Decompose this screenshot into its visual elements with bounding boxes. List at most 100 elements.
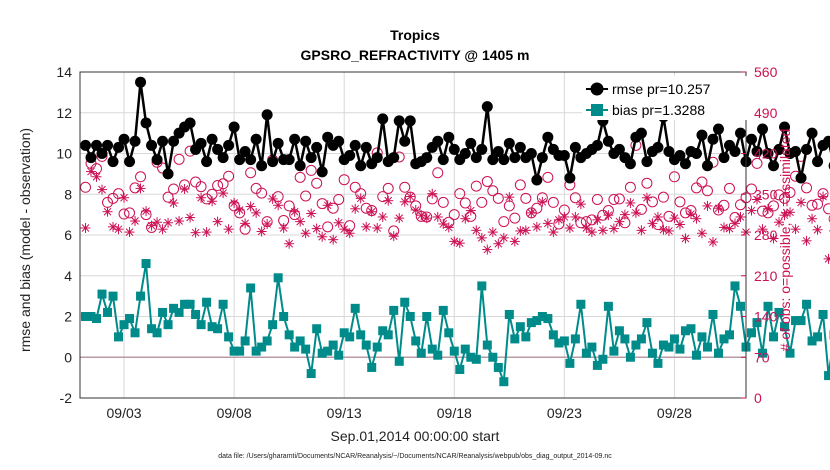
assimilated-obs-point [91,171,102,182]
assimilated-star-stroke [566,224,574,232]
assimilated-obs-point [135,183,146,194]
assimilated-star-stroke [466,206,475,215]
assimilated-star-stroke [736,213,745,221]
assimilated-obs-point [163,217,174,228]
bias-point [620,334,630,344]
rmse-point [795,172,807,184]
assimilated-star-stroke [632,209,640,217]
assimilated-star-stroke [747,206,756,215]
assimilated-obs-point [273,200,284,211]
assimilated-obs-point [190,227,201,238]
assimilated-star-stroke [643,193,651,202]
possible-obs-point [696,176,708,188]
possible-obs-point [487,185,499,197]
bias-point [207,322,217,332]
bias-point [477,281,487,291]
possible-obs-point [360,202,372,214]
x-tick-label: 09/13 [327,405,362,421]
bias-point [251,346,261,356]
assimilated-obs-point [531,221,542,232]
bias-point [603,301,613,311]
legend-bias-marker [591,104,603,116]
possible-obs-point [333,193,345,205]
assimilated-star-stroke [378,213,387,221]
rmse-point [261,109,273,121]
assimilated-star-stroke [681,234,690,243]
assimilated-obs-point [328,234,339,245]
x-tick-label: 09/03 [107,405,142,421]
bias-point [769,332,779,342]
bias-point [158,307,168,317]
rmse-point [212,143,224,155]
possible-obs-point [470,180,482,192]
y-left-tick-label: 6 [64,227,72,243]
rmse-point [256,160,268,172]
assimilated-obs-point [97,184,108,195]
bias-point [97,289,107,299]
rmse-point [542,131,554,143]
assimilated-obs-point [443,222,454,233]
rmse-point [509,152,521,164]
possible-obs-point [322,221,334,233]
bias-point [268,320,278,330]
bias-point [339,328,349,338]
assimilated-star-stroke [202,228,211,236]
bias-point [758,348,768,358]
bias-point [747,328,757,338]
bias-point [636,334,646,344]
assimilated-star-stroke [417,211,426,220]
assimilated-obs-point [482,244,493,255]
assimilated-star-stroke [131,217,139,225]
possible-obs-point [311,177,323,189]
assimilated-obs-point [746,205,757,216]
possible-obs-point [294,171,306,183]
assimilated-obs-point [295,216,306,227]
assimilated-obs-point [575,199,586,210]
rmse-point [437,154,449,166]
assimilated-obs-point [796,197,807,208]
assimilated-star-stroke [543,219,552,228]
assimilated-star-stroke [808,214,816,223]
legend-bias-label: bias pr=1.3288 [612,102,705,118]
bias-point [686,324,696,334]
rmse-point [751,145,763,157]
possible-obs-point [481,175,493,187]
possible-obs-point [195,181,207,193]
possible-obs-point [382,182,394,194]
possible-obs-point [674,196,686,208]
bias-point [361,340,371,350]
assimilated-obs-point [641,192,652,203]
assimilated-obs-point [240,218,251,229]
bias-point [543,314,553,324]
assimilated-obs-point [130,216,141,227]
assimilated-obs-point [449,236,460,247]
bias-point [196,320,206,330]
assimilated-star-stroke [367,207,376,216]
possible-obs-point [80,181,92,193]
assimilated-star-stroke [824,256,830,263]
bias-point [455,364,465,374]
possible-obs-point [459,197,471,209]
rmse-point [470,152,482,164]
assimilated-star-stroke [813,225,822,234]
assimilated-star-stroke [637,226,646,235]
rmse-point [91,139,103,151]
possible-obs-point [432,167,444,179]
bias-point [328,340,338,350]
assimilated-star-stroke [219,189,227,197]
assimilated-obs-point [119,192,130,203]
rmse-point [757,123,769,135]
y-right-tick-label: 350 [754,186,778,202]
possible-obs-point [591,193,603,205]
bias-point [449,346,459,356]
possible-obs-point [773,189,785,201]
bias-point [515,322,525,332]
bias-point [482,340,492,350]
chart-title: Tropics [390,27,440,43]
assimilated-star-stroke [186,213,194,222]
assimilated-star-stroke [114,225,123,234]
possible-obs-point [531,202,543,214]
assimilated-star-stroke [356,194,365,203]
bias-point [713,348,723,358]
possible-obs-point [613,193,625,205]
